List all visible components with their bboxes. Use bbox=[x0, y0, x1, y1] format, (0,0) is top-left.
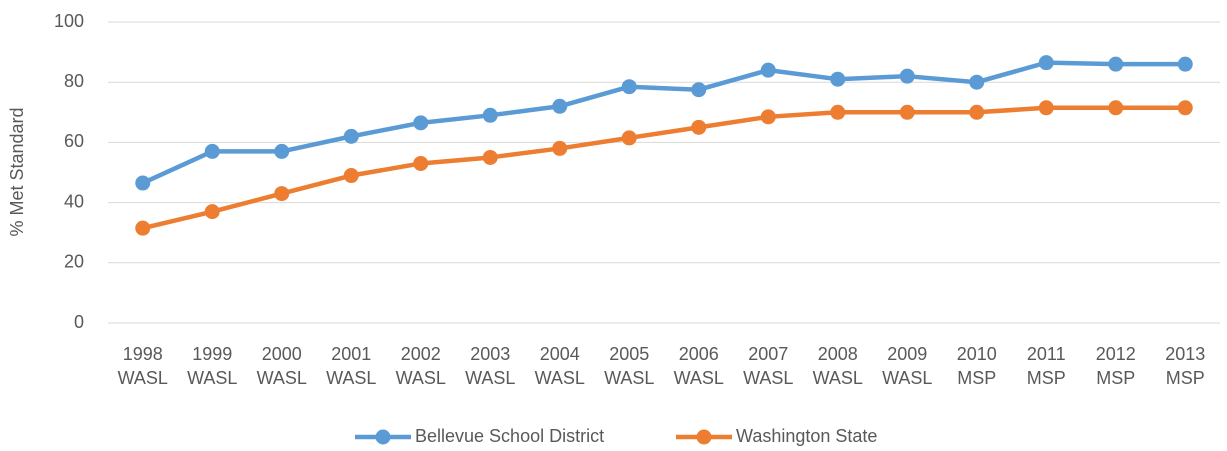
data-point bbox=[204, 143, 220, 159]
data-point bbox=[691, 119, 707, 135]
data-point bbox=[899, 68, 915, 84]
legend-marker bbox=[375, 429, 391, 445]
x-tick-label: 2009 bbox=[887, 344, 927, 364]
data-point bbox=[1108, 100, 1124, 116]
data-point bbox=[830, 71, 846, 87]
data-point bbox=[552, 98, 568, 114]
data-point bbox=[135, 220, 151, 236]
data-point bbox=[204, 204, 220, 220]
x-tick-label: MSP bbox=[957, 368, 996, 388]
data-point bbox=[274, 143, 290, 159]
x-tick-label: 2003 bbox=[470, 344, 510, 364]
x-tick-label: WASL bbox=[882, 368, 932, 388]
legend-label: Washington State bbox=[736, 426, 877, 446]
data-point bbox=[482, 149, 498, 165]
data-point bbox=[413, 155, 429, 171]
x-tick-label: 2007 bbox=[748, 344, 788, 364]
x-tick-label: WASL bbox=[396, 368, 446, 388]
data-point bbox=[1177, 100, 1193, 116]
data-point bbox=[552, 140, 568, 156]
data-point bbox=[969, 74, 985, 90]
x-tick-label: MSP bbox=[1096, 368, 1135, 388]
data-point bbox=[830, 104, 846, 120]
x-tick-label: 2011 bbox=[1027, 344, 1066, 364]
x-tick-label: WASL bbox=[604, 368, 654, 388]
legend-marker bbox=[696, 429, 712, 445]
legend-label: Bellevue School District bbox=[415, 426, 604, 446]
x-tick-label: 2005 bbox=[609, 344, 649, 364]
data-point bbox=[343, 128, 359, 144]
x-tick-label: WASL bbox=[187, 368, 237, 388]
data-point bbox=[760, 109, 776, 125]
x-tick-label: WASL bbox=[743, 368, 793, 388]
series-line bbox=[142, 105, 1186, 231]
data-point bbox=[1038, 55, 1054, 71]
x-tick-label: WASL bbox=[813, 368, 863, 388]
data-point bbox=[1038, 100, 1054, 116]
x-tick-label: WASL bbox=[674, 368, 724, 388]
x-tick-label: 2008 bbox=[818, 344, 858, 364]
data-point bbox=[691, 82, 707, 98]
x-tick-label: WASL bbox=[465, 368, 515, 388]
data-point bbox=[621, 79, 637, 95]
data-point bbox=[413, 115, 429, 131]
x-tick-label: 1998 bbox=[123, 344, 163, 364]
x-tick-label: WASL bbox=[535, 368, 585, 388]
x-tick-label: 2002 bbox=[401, 344, 441, 364]
x-tick-label: 2001 bbox=[331, 344, 371, 364]
x-tick-label: 2004 bbox=[540, 344, 580, 364]
x-tick-label: 2010 bbox=[957, 344, 997, 364]
x-tick-label: MSP bbox=[1027, 368, 1066, 388]
x-tick-label: 2013 bbox=[1165, 344, 1205, 364]
data-point bbox=[135, 175, 151, 191]
y-tick-label: 20 bbox=[64, 252, 84, 272]
data-point bbox=[899, 104, 915, 120]
data-point bbox=[969, 104, 985, 120]
x-tick-label: MSP bbox=[1166, 368, 1205, 388]
y-tick-label: 40 bbox=[64, 191, 84, 211]
x-tick-label: WASL bbox=[118, 368, 168, 388]
x-tick-label: 2006 bbox=[679, 344, 719, 364]
data-point bbox=[343, 168, 359, 184]
y-tick-label: 80 bbox=[64, 71, 84, 91]
y-tick-label: 0 bbox=[74, 312, 84, 332]
x-tick-label: 2012 bbox=[1096, 344, 1136, 364]
series-line bbox=[141, 60, 1186, 186]
y-axis-label: % Met Standard bbox=[7, 107, 27, 236]
x-tick-label: 1999 bbox=[192, 344, 232, 364]
x-tick-label: 2000 bbox=[262, 344, 302, 364]
data-point bbox=[1177, 56, 1193, 72]
data-point bbox=[621, 130, 637, 146]
data-point bbox=[760, 62, 776, 78]
x-tick-label: WASL bbox=[326, 368, 376, 388]
data-point bbox=[274, 186, 290, 202]
x-tick-label: WASL bbox=[257, 368, 307, 388]
data-point bbox=[482, 107, 498, 123]
y-tick-label: 60 bbox=[64, 131, 84, 151]
y-tick-label: 100 bbox=[54, 11, 84, 31]
data-point bbox=[1108, 56, 1124, 72]
